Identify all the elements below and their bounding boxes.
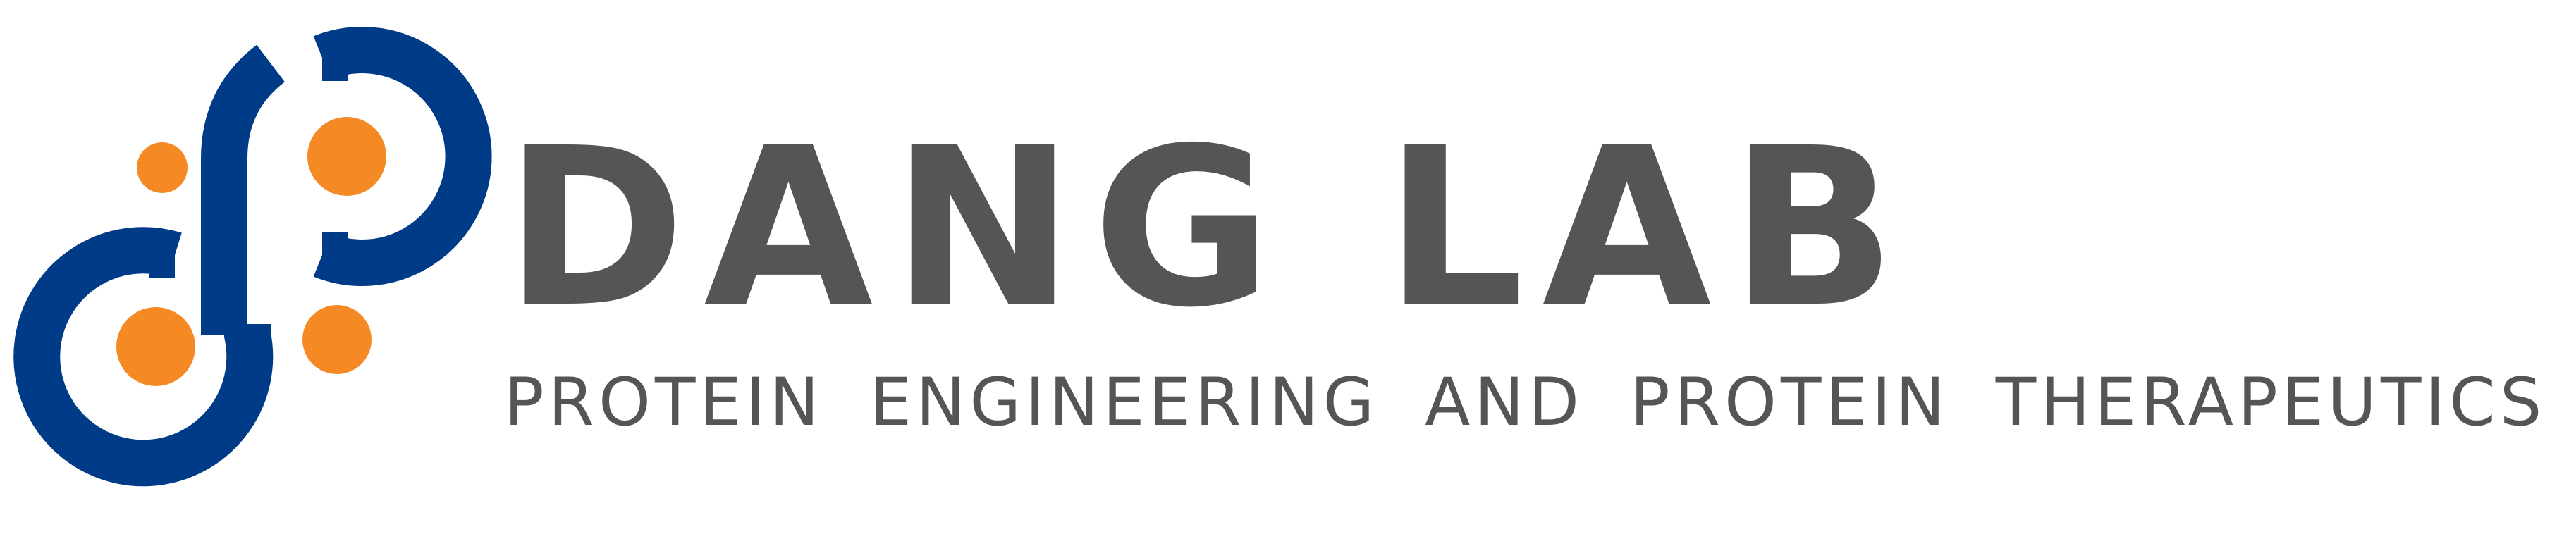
dot-large-top-right xyxy=(307,117,386,196)
logo-ring-right-tab-bottom xyxy=(322,232,348,278)
logo-mark xyxy=(13,27,492,487)
logo-stem-left xyxy=(201,44,286,335)
logo-ring-right xyxy=(313,27,492,286)
lab-tagline: PROTEIN ENGINEERING AND PROTEIN THERAPEU… xyxy=(504,364,2546,441)
logo-ring-left-tab xyxy=(149,232,175,278)
dot-small-top-left xyxy=(137,142,188,193)
logo-ring-right-tab-upper xyxy=(322,35,348,81)
logo-ring-left xyxy=(13,227,274,487)
dot-large-bottom-left xyxy=(116,307,195,386)
dot-small-bottom-right xyxy=(302,305,372,374)
lab-name: DANG LAB xyxy=(504,101,1915,356)
